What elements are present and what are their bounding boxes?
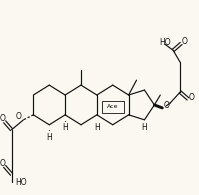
Text: Ace: Ace — [107, 104, 118, 109]
Text: ·: · — [48, 126, 51, 136]
Text: H: H — [62, 123, 68, 132]
Text: O: O — [188, 92, 194, 102]
Text: ·: · — [64, 117, 67, 127]
Text: O: O — [0, 114, 6, 123]
Text: H: H — [46, 133, 52, 142]
Text: O: O — [16, 112, 21, 121]
Text: HO: HO — [16, 178, 27, 187]
Text: HO: HO — [159, 38, 171, 47]
Text: O: O — [0, 159, 6, 168]
Text: H: H — [94, 123, 100, 132]
Text: H: H — [141, 123, 147, 132]
Text: O: O — [163, 101, 169, 110]
Text: O: O — [181, 37, 187, 46]
FancyBboxPatch shape — [101, 101, 124, 113]
